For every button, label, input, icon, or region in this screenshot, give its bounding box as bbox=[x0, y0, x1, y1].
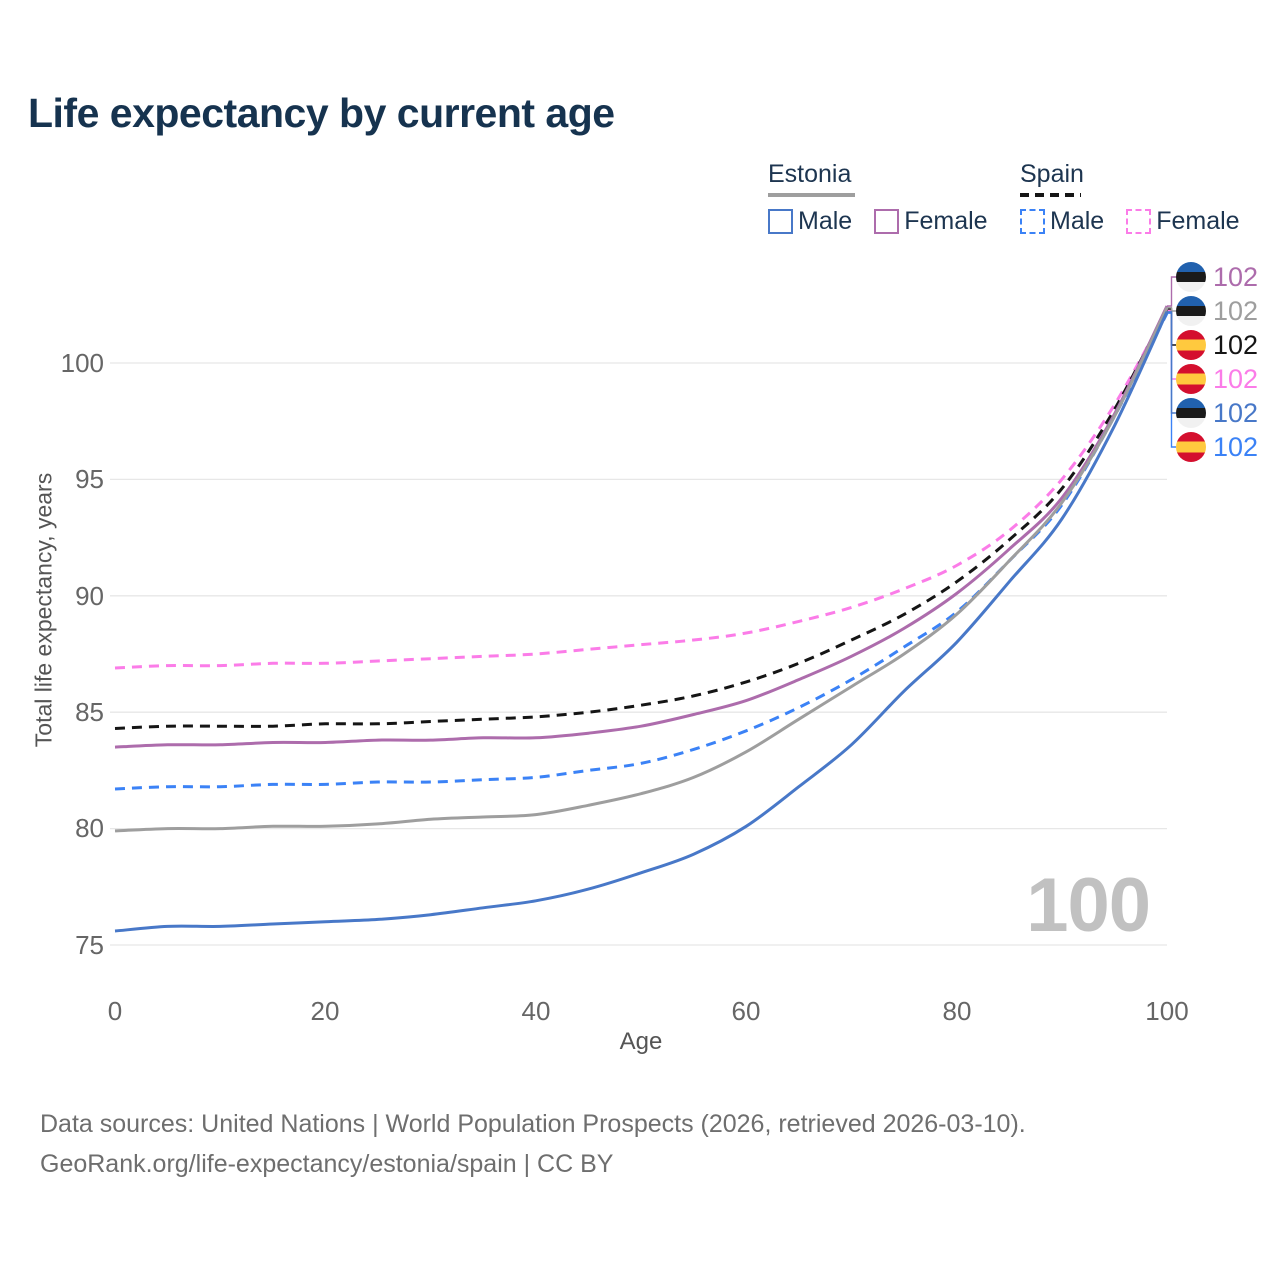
footer-line1: Data sources: United Nations | World Pop… bbox=[40, 1110, 1026, 1138]
series-line-estonia-female[interactable] bbox=[114, 305, 1169, 749]
y-tick-label: 85 bbox=[75, 697, 104, 727]
y-tick-label: 90 bbox=[75, 581, 104, 611]
leader-line-estonia-total bbox=[1167, 306, 1176, 312]
legend-group-spain: Spain Male Female bbox=[1020, 160, 1240, 236]
x-tick-label: 0 bbox=[107, 996, 123, 1026]
legend-label-spain-female[interactable]: Female bbox=[1156, 207, 1240, 235]
footer-line2: GeoRank.org/life-expectancy/estonia/spai… bbox=[40, 1150, 614, 1178]
page-title: Life expectancy by current age bbox=[28, 90, 615, 136]
leader-line-estonia-male bbox=[1167, 311, 1176, 414]
end-label-row-0: 102 bbox=[1176, 261, 1258, 293]
y-tick-label: 75 bbox=[75, 930, 104, 960]
x-tick-label: 60 bbox=[731, 996, 761, 1026]
y-tick-label: 80 bbox=[75, 813, 104, 843]
data-source-note: Data sources: United Nations | World Pop… bbox=[40, 1104, 1026, 1184]
legend-label-spain-male[interactable]: Male bbox=[1050, 207, 1105, 235]
estonia-line-swatch bbox=[768, 193, 855, 197]
end-label-value: 102 bbox=[1213, 295, 1259, 326]
legend-label-estonia-female[interactable]: Female bbox=[904, 207, 988, 235]
end-label-value: 102 bbox=[1213, 261, 1259, 292]
end-label-row-2: 102 bbox=[1176, 329, 1258, 361]
y-axis-title: Total life expectancy, years bbox=[30, 472, 57, 748]
x-tick-label: 40 bbox=[521, 996, 551, 1026]
series-line-spain-male[interactable] bbox=[114, 312, 1169, 791]
x-tick-label: 100 bbox=[1145, 996, 1189, 1026]
spain-flag-icon bbox=[1176, 330, 1206, 360]
spain-flag-icon bbox=[1176, 364, 1206, 394]
spain-flag-icon bbox=[1176, 432, 1206, 462]
estonia-flag-icon bbox=[1176, 262, 1206, 292]
series-line-spain-female[interactable] bbox=[114, 309, 1169, 670]
end-label-row-4: 102 bbox=[1176, 397, 1258, 429]
y-tick-label: 100 bbox=[60, 348, 104, 378]
end-label-value: 102 bbox=[1213, 329, 1259, 360]
end-label-row-3: 102 bbox=[1176, 363, 1258, 395]
end-label-value: 102 bbox=[1213, 397, 1259, 428]
y-tick-label: 95 bbox=[75, 464, 104, 494]
legend-country-spain[interactable]: Spain bbox=[1020, 160, 1084, 188]
legend-swatch-spain-female[interactable] bbox=[1126, 209, 1152, 234]
legend-swatch-estonia-female[interactable] bbox=[874, 209, 900, 234]
end-label-row-5: 102 bbox=[1176, 431, 1258, 463]
estonia-flag-icon bbox=[1176, 398, 1206, 428]
series-line-estonia-male[interactable] bbox=[114, 311, 1169, 933]
legend-label-estonia-male[interactable]: Male bbox=[798, 207, 853, 235]
leader-line-estonia-female bbox=[1167, 276, 1176, 307]
estonia-flag-icon bbox=[1176, 296, 1206, 326]
end-label-value: 102 bbox=[1213, 431, 1259, 462]
legend-swatch-spain-male[interactable] bbox=[1020, 209, 1045, 234]
x-tick-label: 20 bbox=[310, 996, 340, 1026]
legend-swatch-estonia-male[interactable] bbox=[768, 209, 793, 234]
age-counter-watermark: 100 bbox=[1026, 863, 1151, 948]
x-axis-title: Age bbox=[619, 1028, 663, 1055]
end-label-row-1: 102 bbox=[1176, 295, 1258, 327]
x-tick-label: 80 bbox=[942, 996, 972, 1026]
legend-group-estonia: Estonia Male Female bbox=[768, 160, 988, 236]
legend-country-estonia[interactable]: Estonia bbox=[768, 160, 852, 188]
series-line-spain-total[interactable] bbox=[114, 308, 1169, 730]
spain-line-swatch bbox=[1020, 193, 1081, 197]
series-line-estonia-total[interactable] bbox=[114, 306, 1169, 833]
end-label-value: 102 bbox=[1213, 363, 1259, 394]
